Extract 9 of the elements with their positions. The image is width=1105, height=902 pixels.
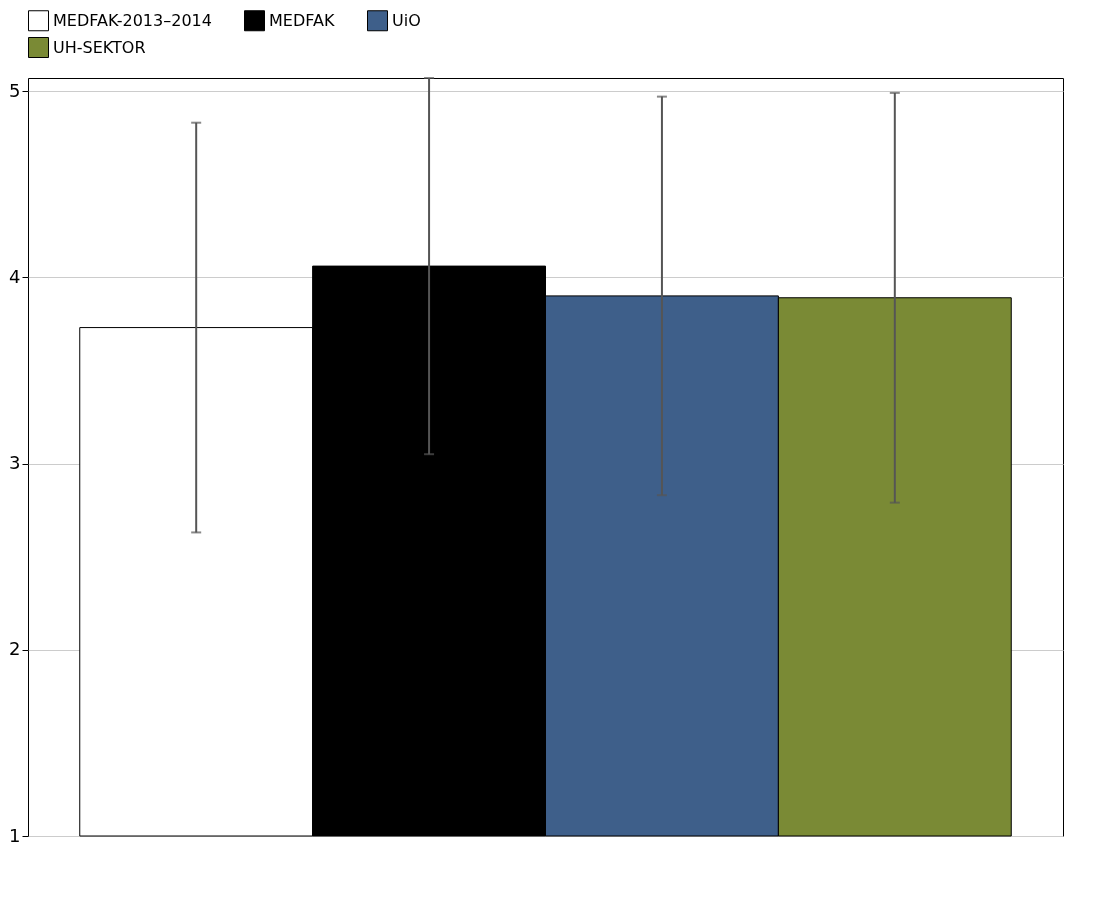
legend-label: UiO	[392, 10, 421, 30]
legend-label: MEDFAK	[269, 10, 335, 30]
legend-label: UH-SEKTOR	[53, 37, 146, 57]
y-tick-label: 5	[9, 79, 21, 101]
y-tick-label: 3	[9, 452, 21, 474]
y-tick-label: 1	[9, 824, 21, 846]
y-tick-label: 4	[9, 265, 21, 287]
y-tick-label: 2	[9, 638, 21, 660]
legend-label: MEDFAK-2013–2014	[53, 10, 212, 30]
